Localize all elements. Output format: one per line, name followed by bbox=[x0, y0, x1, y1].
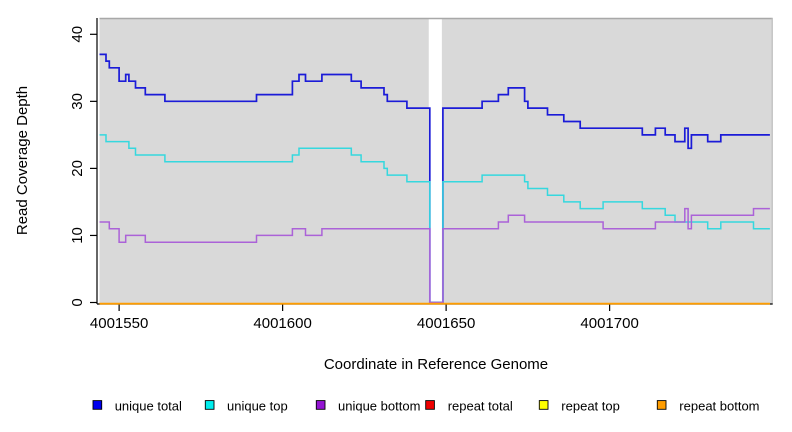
legend-label-unique-total: unique total bbox=[115, 398, 182, 413]
y-tick-label: 40 bbox=[69, 26, 86, 43]
legend-swatch-repeat-top bbox=[538, 400, 549, 410]
tick-layer: 4001550 4001600 4001650 4001700 0 10 20 30 40 bbox=[69, 26, 639, 332]
legend: unique total unique top unique bottom re… bbox=[92, 398, 760, 413]
legend-item-unique-total: unique total bbox=[92, 398, 182, 413]
legend-item-unique-top: unique top bbox=[204, 398, 288, 413]
x-axis-title: Coordinate in Reference Genome bbox=[324, 356, 548, 373]
y-tick-label: 10 bbox=[69, 227, 86, 244]
series-line-unique-bottom bbox=[99, 207, 770, 304]
legend-swatch-repeat-bottom bbox=[656, 400, 667, 410]
gap-band bbox=[428, 19, 442, 302]
legend-label-repeat-total: repeat total bbox=[448, 398, 513, 413]
series-line-unique-top bbox=[99, 134, 770, 304]
x-tick-label: 4001550 bbox=[90, 315, 148, 332]
y-tick-label: 30 bbox=[69, 93, 86, 110]
legend-label-unique-top: unique top bbox=[227, 398, 288, 413]
gap-band-layer bbox=[428, 19, 442, 302]
legend-swatch-unique-bottom bbox=[315, 400, 326, 410]
legend-item-repeat-bottom: repeat bottom bbox=[656, 398, 760, 413]
legend-label-unique-bottom: unique bottom bbox=[338, 398, 420, 413]
legend-label-repeat-top: repeat top bbox=[561, 398, 620, 413]
legend-swatch-unique-total bbox=[92, 400, 103, 410]
legend-swatch-repeat-total bbox=[425, 400, 435, 410]
y-tick-label: 20 bbox=[69, 160, 86, 177]
legend-swatch-unique-top bbox=[204, 400, 215, 410]
y-axis-title: Read Coverage Depth bbox=[14, 86, 31, 235]
legend-item-repeat-top: repeat top bbox=[538, 398, 620, 413]
legend-item-repeat-total: repeat total bbox=[425, 398, 513, 413]
y-tick-label: 0 bbox=[69, 298, 86, 306]
legend-item-unique-bottom: unique bottom bbox=[315, 398, 420, 413]
x-tick-label: 4001600 bbox=[253, 315, 311, 332]
x-tick-label: 4001700 bbox=[580, 315, 638, 332]
series-layer bbox=[99, 53, 770, 305]
x-tick-label: 4001650 bbox=[417, 315, 475, 332]
legend-label-repeat-bottom: repeat bottom bbox=[679, 398, 759, 413]
